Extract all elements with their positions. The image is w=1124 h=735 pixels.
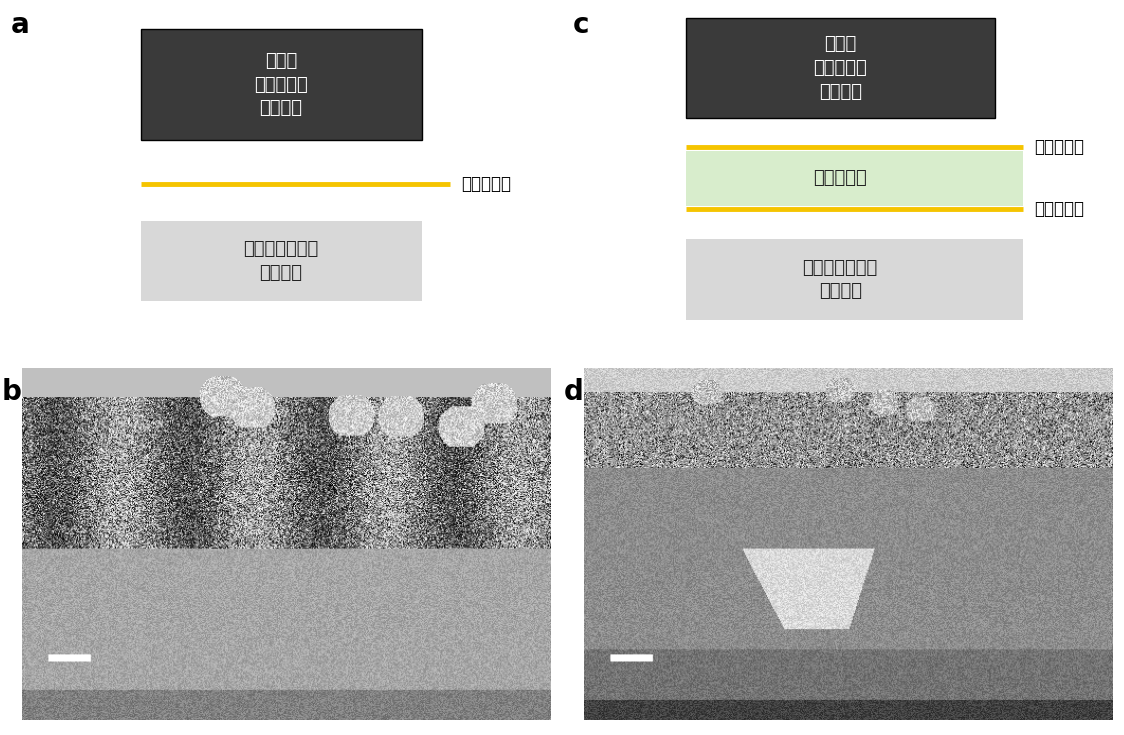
FancyBboxPatch shape — [140, 29, 422, 140]
FancyBboxPatch shape — [140, 220, 422, 301]
Text: a: a — [11, 11, 30, 39]
Text: セパレータ: セパレータ — [461, 175, 510, 193]
FancyBboxPatch shape — [686, 18, 995, 118]
Text: d: d — [563, 378, 583, 406]
Text: セパレータ: セパレータ — [1034, 138, 1084, 156]
FancyBboxPatch shape — [686, 151, 1023, 206]
Text: 多孔性
カーボン膜
（正極）: 多孔性 カーボン膜 （正極） — [814, 35, 867, 101]
Text: 金属リチウム箔
（負極）: 金属リチウム箔 （負極） — [803, 259, 878, 300]
Text: b: b — [1, 378, 21, 406]
Text: 金属リチウム箔
（負極）: 金属リチウム箔 （負極） — [244, 240, 318, 282]
Text: 固体電解質: 固体電解質 — [814, 169, 867, 187]
Text: セパレータ: セパレータ — [1034, 201, 1084, 218]
Text: c: c — [573, 11, 590, 39]
Text: 多孔性
カーボン膜
（正極）: 多孔性 カーボン膜 （正極） — [254, 52, 308, 117]
FancyBboxPatch shape — [686, 239, 1023, 320]
